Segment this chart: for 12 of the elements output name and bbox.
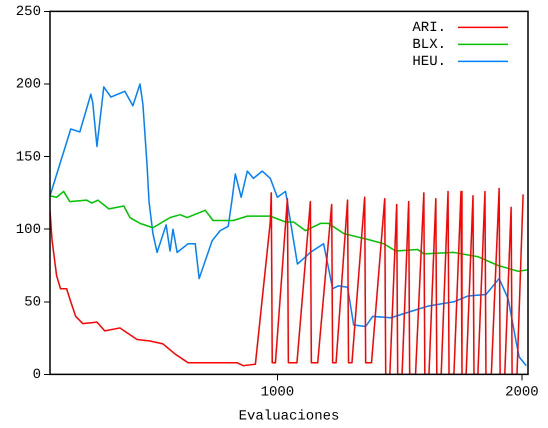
y-tick-label: 200 xyxy=(16,76,41,93)
x-tick-label: 1000 xyxy=(260,384,294,401)
x-tick-label: 2000 xyxy=(505,384,539,401)
y-tick-label: 150 xyxy=(16,149,41,166)
y-tick-label: 250 xyxy=(16,4,41,20)
legend-label: BLX. xyxy=(412,37,446,54)
legend-label: HEU. xyxy=(412,54,446,70)
y-tick-label: 50 xyxy=(24,294,41,311)
legend-label: ARI. xyxy=(412,20,446,36)
y-tick-label: 100 xyxy=(16,222,41,238)
x-axis-title: Evaluaciones xyxy=(238,408,340,424)
y-tick-label: 0 xyxy=(32,367,41,384)
